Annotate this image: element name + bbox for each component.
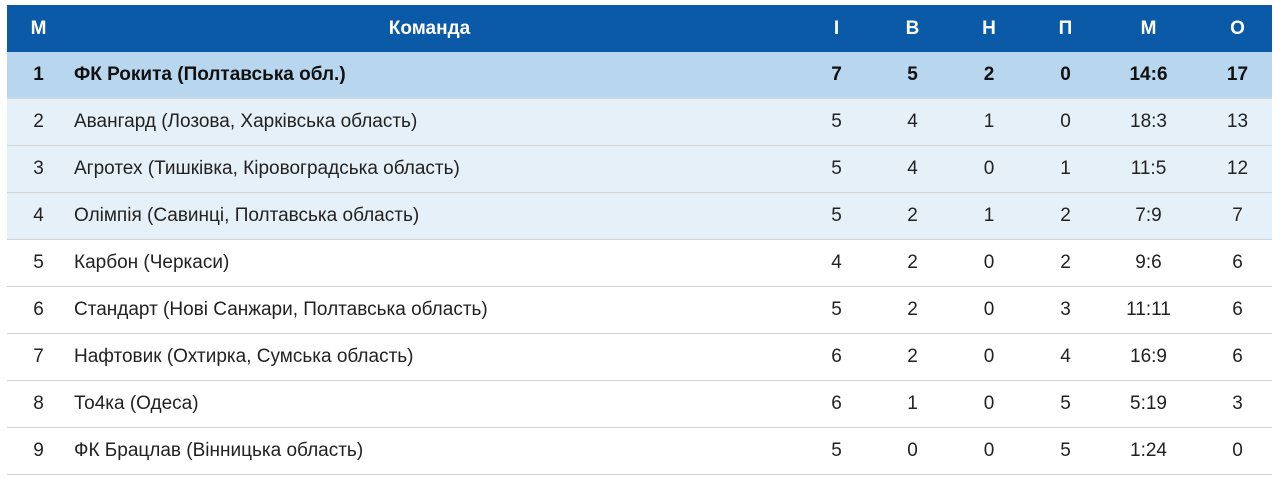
table-row: 6 Стандарт (Нові Санжари, Полтавська обла…: [7, 286, 1272, 334]
cell-goals: 1:24: [1094, 427, 1203, 475]
cell-draws: 0: [941, 427, 1037, 475]
cell-position: 2: [7, 98, 70, 146]
header-wins: В: [884, 5, 941, 52]
table-row: 9 ФК Брацлав (Вінницька область) 5 0 0 5 1:24 0: [7, 427, 1272, 475]
cell-played: 4: [789, 239, 884, 287]
cell-draws: 1: [941, 192, 1037, 240]
cell-wins: 5: [884, 52, 941, 99]
cell-played: 5: [789, 427, 884, 475]
cell-goals: 14:6: [1094, 52, 1203, 99]
cell-team: Олімпія (Савинці, Полтавська область): [70, 192, 789, 240]
cell-draws: 2: [941, 52, 1037, 99]
cell-losses: 3: [1037, 286, 1094, 334]
cell-points: 6: [1203, 286, 1272, 334]
cell-team: Карбон (Черкаси): [70, 239, 789, 287]
cell-losses: 0: [1037, 52, 1094, 99]
cell-goals: 11:11: [1094, 286, 1203, 334]
cell-played: 6: [789, 380, 884, 428]
cell-played: 6: [789, 333, 884, 381]
cell-played: 5: [789, 192, 884, 240]
cell-wins: 4: [884, 98, 941, 146]
cell-wins: 2: [884, 333, 941, 381]
cell-draws: 0: [941, 380, 1037, 428]
cell-goals: 18:3: [1094, 98, 1203, 146]
header-team: Команда: [70, 5, 789, 52]
table-row: 7 Нафтовик (Охтирка, Сумська область) 6 2 0 4…: [7, 333, 1272, 381]
cell-played: 5: [789, 98, 884, 146]
cell-draws: 0: [941, 145, 1037, 193]
cell-played: 5: [789, 286, 884, 334]
cell-team: Стандарт (Нові Санжари, Полтавська облас…: [70, 286, 789, 334]
cell-position: 8: [7, 380, 70, 428]
cell-played: 7: [789, 52, 884, 99]
cell-team: Нафтовик (Охтирка, Сумська область): [70, 333, 789, 381]
cell-team: То4ка (Одеса): [70, 380, 789, 428]
standings-table: М Команда І В Н П М О 1 ФК Рокита (Полтавська об…: [7, 5, 1272, 475]
cell-losses: 0: [1037, 98, 1094, 146]
table-row: 4 Олімпія (Савинці, Полтавська область) 5 2…: [7, 192, 1272, 240]
header-played: І: [789, 5, 884, 52]
cell-draws: 0: [941, 239, 1037, 287]
cell-played: 5: [789, 145, 884, 193]
cell-team: ФК Брацлав (Вінницька область): [70, 427, 789, 475]
cell-points: 7: [1203, 192, 1272, 240]
cell-goals: 5:19: [1094, 380, 1203, 428]
cell-points: 3: [1203, 380, 1272, 428]
cell-goals: 11:5: [1094, 145, 1203, 193]
cell-position: 7: [7, 333, 70, 381]
cell-team: Агротех (Тишківка, Кіровоградська област…: [70, 145, 789, 193]
cell-team: ФК Рокита (Полтавська обл.): [70, 52, 789, 99]
cell-losses: 4: [1037, 333, 1094, 381]
cell-goals: 16:9: [1094, 333, 1203, 381]
cell-losses: 2: [1037, 192, 1094, 240]
cell-position: 5: [7, 239, 70, 287]
header-position: М: [7, 5, 70, 52]
cell-points: 17: [1203, 52, 1272, 99]
cell-losses: 5: [1037, 380, 1094, 428]
cell-draws: 1: [941, 98, 1037, 146]
cell-team: Авангард (Лозова, Харківська область): [70, 98, 789, 146]
table-row: 5 Карбон (Черкаси) 4 2 0 2 9:6 6: [7, 239, 1272, 287]
header-row: М Команда І В Н П М О: [7, 5, 1272, 52]
table-row: 1 ФК Рокита (Полтавська обл.) 7 5 2 0 14:6 17: [7, 52, 1272, 99]
table-row: 3 Агротех (Тишківка, Кіровоградська облас…: [7, 145, 1272, 193]
table-row: 2 Авангард (Лозова, Харківська область) 5 4…: [7, 98, 1272, 146]
cell-draws: 0: [941, 333, 1037, 381]
cell-wins: 1: [884, 380, 941, 428]
cell-position: 6: [7, 286, 70, 334]
cell-draws: 0: [941, 286, 1037, 334]
cell-wins: 2: [884, 286, 941, 334]
cell-points: 6: [1203, 333, 1272, 381]
cell-position: 3: [7, 145, 70, 193]
cell-position: 4: [7, 192, 70, 240]
cell-goals: 7:9: [1094, 192, 1203, 240]
header-goals: М: [1094, 5, 1203, 52]
header-points: О: [1203, 5, 1272, 52]
cell-losses: 2: [1037, 239, 1094, 287]
table-row: 8 То4ка (Одеса) 6 1 0 5 5:19 3: [7, 380, 1272, 428]
cell-wins: 4: [884, 145, 941, 193]
cell-wins: 0: [884, 427, 941, 475]
cell-goals: 9:6: [1094, 239, 1203, 287]
cell-points: 13: [1203, 98, 1272, 146]
cell-points: 12: [1203, 145, 1272, 193]
cell-points: 0: [1203, 427, 1272, 475]
cell-losses: 5: [1037, 427, 1094, 475]
cell-wins: 2: [884, 239, 941, 287]
cell-position: 9: [7, 427, 70, 475]
header-draws: Н: [941, 5, 1037, 52]
header-losses: П: [1037, 5, 1094, 52]
cell-position: 1: [7, 52, 70, 99]
cell-points: 6: [1203, 239, 1272, 287]
cell-wins: 2: [884, 192, 941, 240]
cell-losses: 1: [1037, 145, 1094, 193]
